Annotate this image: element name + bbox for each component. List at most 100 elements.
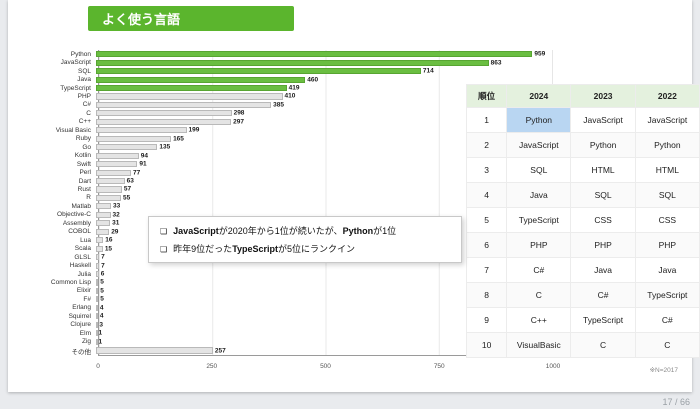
bar-category-label: Kotlin (74, 152, 91, 160)
bar-value-label: 257 (214, 347, 226, 355)
table-cell: 5 (465, 207, 508, 233)
bar-category-label: Scala (74, 245, 91, 253)
table-cell: CSS (634, 207, 700, 233)
bar-row: Kotlin 94 (22, 151, 582, 159)
table-cell: Python (506, 107, 572, 133)
bar (96, 313, 98, 320)
bar (96, 118, 232, 125)
callout-text-segment: Python (342, 226, 374, 236)
table-cell: 3 (465, 157, 508, 183)
page-title: よく使う言語 (102, 12, 181, 27)
bar-track: 257 (95, 347, 550, 355)
bar (96, 211, 111, 218)
bar-track: 135 (95, 143, 550, 151)
bar-category-label: C (86, 109, 91, 117)
bar-track: 410 (95, 93, 550, 100)
bar-category-label: Erlang (72, 304, 91, 312)
bar-row: Scala 15 (22, 244, 582, 252)
table-cell: SQL (634, 182, 700, 208)
bar-row: COBOL 29 (22, 228, 582, 236)
bar-track: 94 (95, 152, 550, 159)
bar-row: C 298 (22, 109, 582, 117)
bar-track: 5 (95, 296, 550, 303)
bar-row: Java 460 (22, 75, 582, 83)
bar-value-label: 6 (100, 270, 105, 278)
bar-row: Elm 1 (22, 329, 582, 337)
callout-bullet: ❏ 昨年9位だった TypeScript が5位にランクイン (160, 242, 450, 255)
bar (96, 51, 533, 58)
bar-track: 6 (95, 270, 550, 278)
bar-category-label: Common Lisp (50, 278, 91, 286)
callout-box: ❏ JavaScript が2020年から1位が続いたが、 Python が1位 ❏ 昨年9… (148, 216, 462, 263)
bar-value-label: 298 (233, 109, 245, 117)
bar-category-label: Haskell (69, 262, 91, 270)
bar-track: 4 (95, 304, 550, 311)
bar-value-label: 15 (104, 245, 113, 253)
x-axis-tick-label: 250 (206, 363, 218, 370)
bar (96, 296, 99, 303)
bar (96, 169, 132, 176)
table-row: 4 Java SQL SQL (465, 182, 700, 208)
bar-value-label: 3 (99, 321, 103, 329)
bar-track: 15 (95, 245, 550, 253)
chart-x-axis: 0 250 500 750 1000 (22, 358, 582, 372)
bar-category-label: Perl (79, 169, 91, 177)
bar-row: Common Lisp 5 (22, 278, 582, 286)
bar-value-label: 385 (273, 101, 285, 109)
table-header-cell: 2023 (570, 84, 636, 108)
bar (96, 68, 421, 75)
table-cell: PHP (634, 232, 700, 258)
table-cell: TypeScript (570, 307, 636, 333)
bar-value-label: 135 (159, 143, 171, 151)
bar-row: Clojure 3 (22, 321, 582, 329)
bar (96, 186, 122, 193)
bar-track: 385 (95, 101, 550, 109)
table-cell: C# (570, 282, 636, 308)
callout-text-segment: TypeScript (232, 244, 279, 254)
table-row: 6 PHP PHP PHP (465, 232, 700, 258)
bar (96, 262, 100, 269)
table-cell: HTML (570, 157, 636, 183)
bar-value-label: 16 (105, 236, 113, 244)
table-header-cell: 2022 (634, 84, 700, 108)
bar-category-label: Assembly (62, 219, 91, 227)
table-row: 3 SQL HTML HTML (465, 157, 700, 183)
bar-track: 297 (95, 118, 550, 125)
bar-track: 29 (95, 228, 550, 235)
bar-value-label: 33 (113, 202, 121, 210)
table-cell: Java (506, 182, 572, 208)
bar-row: Zig 1 (22, 337, 582, 345)
callout-text-segment: が2020年から1位が続いたが、 (218, 226, 343, 236)
bar-value-label: 57 (123, 185, 132, 193)
bar-category-label: Go (82, 143, 91, 151)
bar (96, 177, 125, 185)
bar-row: Squirrel 4 (22, 312, 582, 320)
bar-track: 959 (95, 50, 550, 58)
table-cell: Python (634, 132, 700, 158)
bar-row: Julia 6 (22, 270, 582, 278)
bar-value-label: 959 (534, 50, 546, 58)
table-row: 5 TypeScript CSS CSS (465, 207, 700, 233)
bar-category-label: その他 (71, 348, 92, 356)
bar (96, 330, 98, 337)
bar-track: 1 (95, 338, 550, 345)
bar-track: 77 (95, 169, 550, 177)
bar-category-label: R (86, 194, 91, 202)
bar-value-label: 1 (98, 329, 103, 337)
slide-title-banner: よく使う言語 (88, 6, 294, 31)
bar (96, 144, 158, 151)
table-cell: SQL (506, 157, 572, 183)
bar-value-label: 77 (133, 169, 141, 177)
bar (96, 110, 232, 117)
table-cell: SQL (570, 182, 636, 208)
bar-value-label: 91 (139, 160, 147, 168)
bar (96, 59, 489, 66)
bar-track: 5 (95, 287, 550, 294)
callout-text-segment: が5位にランクイン (278, 244, 356, 254)
table-header-cell: 2024 (506, 84, 572, 108)
bar-track: 714 (95, 68, 550, 75)
bar-row: Python 959 (22, 50, 582, 58)
bar-value-label: 5 (100, 278, 104, 286)
bar-value-label: 419 (288, 84, 300, 92)
bar-category-label: Elm (79, 329, 91, 337)
